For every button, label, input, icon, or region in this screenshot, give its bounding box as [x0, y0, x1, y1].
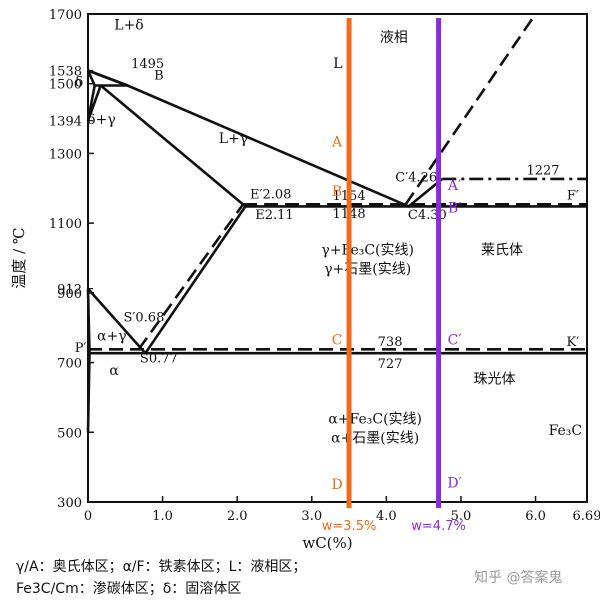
marker-lines: A B C Dw=3.5% A′ B′ C′ D′ w=4.7%	[322, 18, 466, 534]
region-label: γ+石墨(实线)	[324, 262, 411, 278]
marker-point-label: C	[332, 332, 343, 348]
y-tick-label: 1100	[49, 217, 82, 232]
composition-label: w=4.7%	[411, 519, 466, 534]
point-label: 1495	[131, 57, 164, 72]
region-label: α	[109, 363, 119, 379]
marker-point-label: D′	[447, 475, 461, 491]
y-tick-label: 1500	[49, 78, 82, 93]
composition-label: w=3.5%	[322, 519, 377, 534]
marker-point-label: A	[331, 134, 343, 150]
solid-line-5	[99, 84, 247, 208]
point-label: E2.11	[255, 208, 293, 223]
region-label: L+δ	[114, 18, 143, 34]
dashed-line-0	[404, 13, 537, 206]
point-label: P′	[75, 341, 87, 356]
region-label: 莱氏体	[481, 243, 523, 259]
region-label: γ+Fe₃C(实线)	[321, 243, 414, 259]
region-label: δ	[75, 75, 83, 91]
point-label: S0.77	[140, 352, 178, 367]
region-label: α+Fe₃C(实线)	[328, 412, 422, 428]
y-tick-label: 500	[57, 426, 82, 441]
solid-line-0	[87, 69, 444, 208]
solid-line-11	[144, 205, 247, 354]
solid-line-1	[87, 69, 128, 87]
point-label: 1227	[526, 163, 559, 178]
point-label: F′	[567, 188, 579, 203]
marker-point-label: B′	[448, 201, 461, 217]
marker-point-label: A′	[447, 178, 461, 194]
x-tick-label: 5.0	[451, 509, 472, 524]
region-label: 珠光体	[474, 371, 516, 387]
region-label: 液相	[380, 30, 408, 46]
region-label: α+石墨(实线)	[331, 431, 419, 447]
x-tick-label: 0	[84, 509, 92, 524]
region-label: Fe₃C	[549, 423, 583, 439]
region-label: α+γ	[97, 329, 127, 345]
region-label: δ+γ	[87, 112, 116, 128]
axes: 0 1.0 2.0 3.0 4.0 5.0 6.0 6.69 1700 1500 1300 1100 9…	[10, 8, 600, 552]
y-extra-tick-label: 912	[57, 283, 82, 298]
y-extra-tick-label: 1538	[49, 64, 82, 79]
labels: 液相 L L+δ δ+γ δ L+γ γ+Fe₃C(实线) γ+石墨(实线) 莱氏体 α+γ α 珠光…	[75, 18, 582, 447]
x-tick-label: 4.0	[376, 509, 397, 524]
legend-line-1: γ/A：奥氏体区；α/F：铁素体区；L：液相区；	[16, 559, 307, 575]
point-label: C′4.26	[395, 170, 437, 185]
solid-line-7	[87, 287, 147, 355]
plot-frame	[87, 13, 588, 503]
marker-point-label: B	[332, 184, 342, 200]
x-axis-label: wC(%)	[302, 534, 352, 552]
region-label: L+γ	[219, 131, 248, 147]
dashed-line-3	[137, 203, 245, 351]
watermark: 知乎 @答案鬼	[474, 570, 563, 586]
region-label: L	[333, 56, 342, 72]
x-tick-label: 2.0	[227, 509, 248, 524]
x-tick-label: 1.0	[152, 509, 173, 524]
y-tick-label: 1700	[49, 8, 82, 23]
y-extra-tick-label: 1394	[49, 115, 82, 130]
x-tick-label: 3.0	[301, 509, 322, 524]
marker-point-label: D	[331, 477, 342, 493]
y-tick-label: 900	[57, 287, 82, 302]
x-tick-label: 6.0	[525, 509, 546, 524]
y-tick-label: 700	[57, 357, 82, 372]
solid-line-4	[86, 85, 102, 122]
legend-line-2: Fe3C/Cm：渗碳体区；δ：固溶体区	[16, 581, 242, 597]
point-label: 727	[378, 357, 403, 372]
y-tick-label: 300	[57, 496, 82, 511]
y-axis-label: 温度 / ℃	[10, 227, 28, 288]
point-label: K′	[566, 335, 579, 350]
phase-lines	[86, 13, 587, 433]
point-label: E′2.08	[250, 188, 291, 203]
x-tick-label: 6.69	[573, 509, 600, 524]
y-tick-label: 1300	[49, 147, 82, 162]
marker-point-label: C′	[448, 332, 462, 348]
point-label: 738	[378, 335, 403, 350]
legend: γ/A：奥氏体区；α/F：铁素体区；L：液相区； Fe3C/Cm：渗碳体区；δ：…	[16, 556, 596, 600]
point-label: S′0.68	[124, 310, 165, 325]
phase-diagram: 0 1.0 2.0 3.0 4.0 5.0 6.0 6.69 1700 1500 1300 1100 9…	[10, 8, 600, 552]
solid-line-3	[86, 69, 97, 121]
point-label: B	[154, 69, 164, 84]
